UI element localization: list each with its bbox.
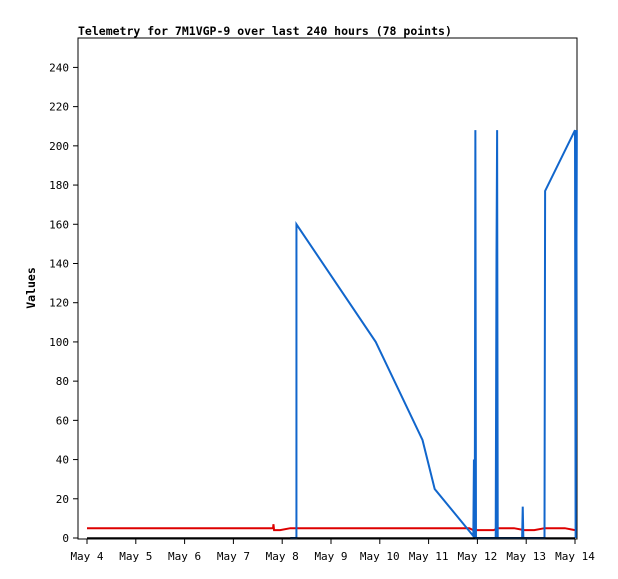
y-axis-label: Values [24, 267, 38, 309]
y-tick-label-3: 60 [56, 414, 69, 427]
x-tick-label-7: May 11 [409, 550, 449, 563]
y-tick-label-0: 0 [62, 532, 69, 545]
x-tick-label-10: May 14 [555, 550, 595, 563]
x-tick-label-5: May 9 [314, 550, 347, 563]
x-axis: May 4 May 5 May 6 May 7 May 8 May 9 May 10 May … [70, 539, 595, 563]
y-tick-label-12: 240 [49, 61, 69, 74]
x-tick-label-9: May 13 [506, 550, 546, 563]
x-tick-label-8: May 12 [458, 550, 498, 563]
series-line-1 [290, 129, 578, 539]
y-tick-label-11: 220 [49, 101, 69, 114]
y-tick-label-10: 200 [49, 140, 69, 153]
series-layer [87, 129, 578, 539]
x-tick-label-3: May 7 [217, 550, 250, 563]
x-tick-label-6: May 10 [360, 550, 400, 563]
y-tick-label-1: 20 [56, 493, 69, 506]
y-tick-label-4: 80 [56, 375, 69, 388]
x-tick-label-0: May 4 [70, 550, 103, 563]
x-tick-label-2: May 6 [168, 550, 201, 563]
plot-frame [77, 37, 578, 540]
x-tick-label-4: May 8 [266, 550, 299, 563]
y-tick-label-9: 180 [49, 179, 69, 192]
x-tick-label-1: May 5 [119, 550, 152, 563]
y-tick-label-6: 120 [49, 297, 69, 310]
series-line-0 [87, 524, 576, 532]
y-tick-label-5: 100 [49, 336, 69, 349]
y-axis: 0 20 40 60 80 100 120 140 160 180 200 220 240 [49, 61, 78, 545]
y-tick-label-2: 40 [56, 454, 69, 467]
y-tick-label-8: 160 [49, 218, 69, 231]
y-tick-label-7: 140 [49, 257, 69, 270]
chart-title: Telemetry for 7M1VGP-9 over last 240 hou… [78, 24, 452, 38]
